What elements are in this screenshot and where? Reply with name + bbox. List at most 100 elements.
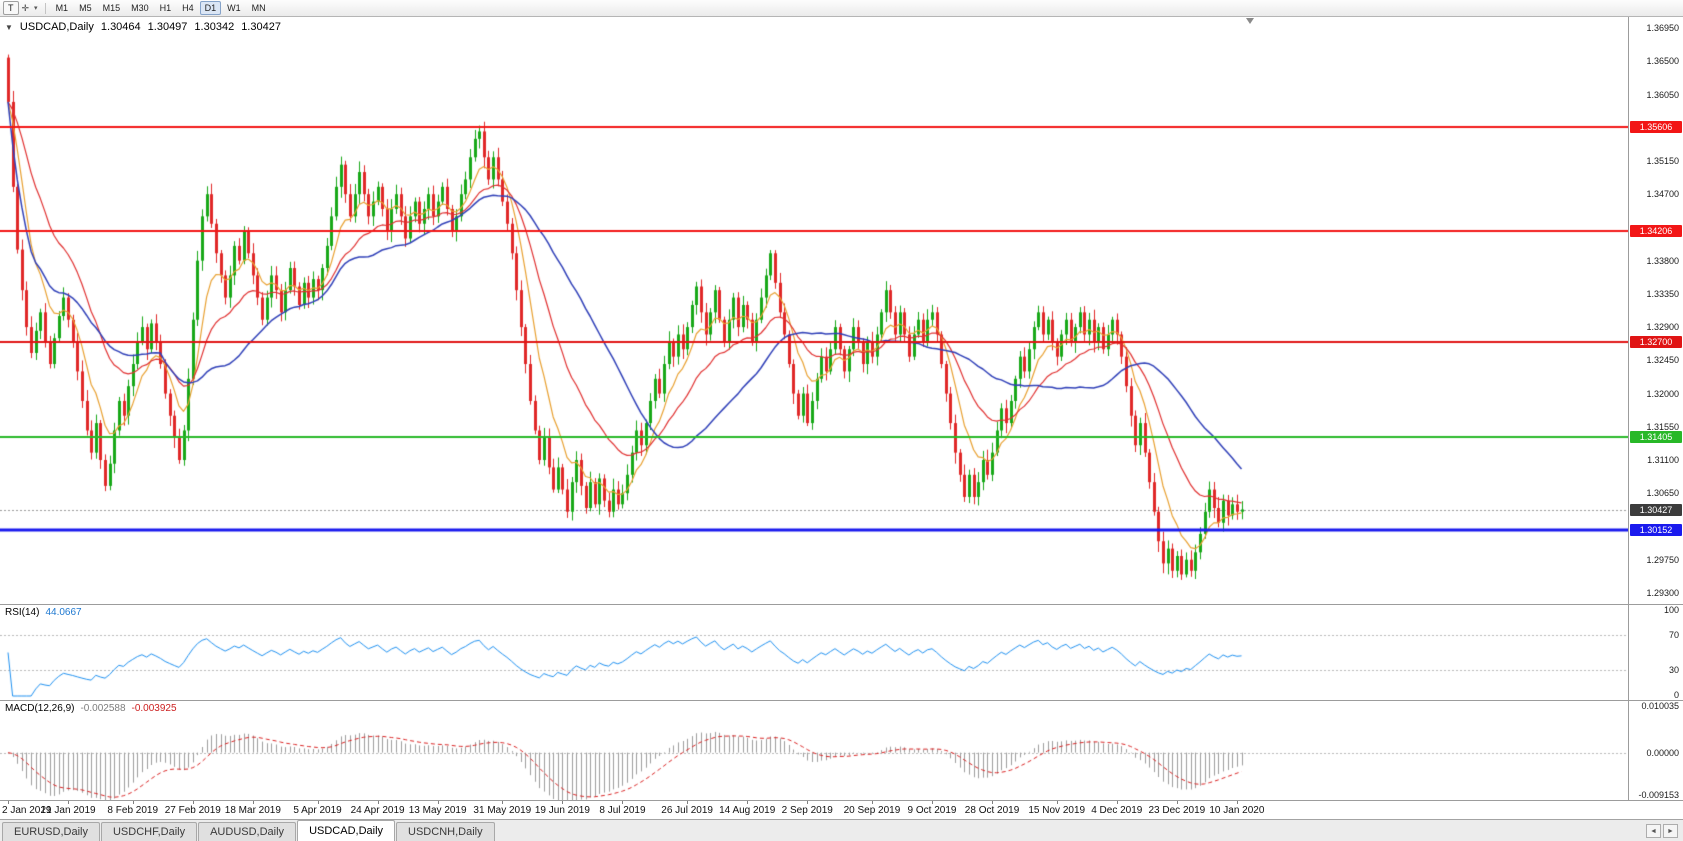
date-label: 10 Jan 2020: [1209, 805, 1265, 816]
macd-axis-label: -0.009153: [1638, 790, 1679, 800]
collapse-triangle-icon[interactable]: ▼: [5, 22, 13, 32]
macd-name: MACD(12,26,9): [5, 703, 75, 714]
price-axis-label: 1.31100: [1647, 455, 1679, 466]
macd-plot[interactable]: MACD(12,26,9) -0.002588 -0.003925: [0, 701, 1628, 800]
tab-audusd-daily[interactable]: AUDUSD,Daily: [198, 822, 297, 841]
date-label: 14 Aug 2019: [719, 805, 776, 816]
rsi-plot[interactable]: RSI(14) 44.0667: [0, 605, 1628, 700]
rsi-axis-label: 100: [1663, 605, 1679, 615]
date-label: 20 Sep 2019: [843, 805, 901, 816]
timeframe-button-m15[interactable]: M15: [102, 3, 121, 13]
date-label: 18 Mar 2019: [224, 805, 281, 816]
tab-usdcnh-daily[interactable]: USDCNH,Daily: [396, 822, 495, 841]
tab-usdchf-daily[interactable]: USDCHF,Daily: [100, 822, 198, 841]
date-tick: [687, 801, 688, 804]
rsi-axis-label: 30: [1668, 664, 1679, 675]
date-tick: [502, 801, 503, 804]
timeframe-button-m5[interactable]: M5: [79, 3, 92, 13]
macd-canvas[interactable]: [0, 701, 1628, 800]
date-label: 15 Nov 2019: [1028, 805, 1086, 816]
date-tick: [932, 801, 933, 804]
tabs-scroll-left-button[interactable]: ◄: [1646, 824, 1661, 838]
price-axis-label: 1.33800: [1646, 255, 1679, 266]
timeframe-button-h1[interactable]: H1: [159, 3, 172, 13]
macd-axis-label: 0.010035: [1641, 701, 1679, 711]
date-label: 21 Jan 2019: [40, 805, 96, 816]
main-chart-panel: ▼ USDCAD,Daily 1.30464 1.30497 1.30342 1…: [0, 17, 1683, 604]
rsi-axis[interactable]: 100 70 30 0: [1628, 605, 1683, 700]
chart-low-value: 1.30342: [194, 21, 235, 33]
rsi-canvas[interactable]: [0, 605, 1628, 700]
timeframe-button-w1[interactable]: W1: [227, 3, 241, 13]
price-axis-label: 1.31550: [1646, 421, 1679, 432]
timeframe-button-h4[interactable]: H4: [182, 3, 194, 13]
date-tick: [133, 801, 134, 804]
price-badge-1.35606: 1.35606: [1630, 121, 1682, 134]
date-tick: [318, 801, 319, 804]
tab-usdcad-daily[interactable]: USDCAD,Daily: [297, 820, 396, 841]
tool-dropdown-arrow-icon[interactable]: ▾: [34, 5, 38, 12]
date-tick: [562, 801, 563, 804]
toolbar-separator: [44, 2, 46, 14]
price-axis-label: 1.32900: [1646, 322, 1679, 333]
timeframe-button-d1[interactable]: D1: [199, 1, 222, 15]
time-axis[interactable]: 2 Jan 2019 21 Jan 2019 8 Feb 2019 27 Feb 20…: [0, 800, 1683, 819]
price-axis-label: 1.30650: [1646, 488, 1679, 499]
chart-ohlc-header: ▼ USDCAD,Daily 1.30464 1.30497 1.30342 1…: [5, 21, 281, 33]
rsi-panel: RSI(14) 44.0667 100 70 30 0: [0, 604, 1683, 700]
tab-eurusd-daily[interactable]: EURUSD,Daily: [2, 822, 100, 841]
timeframe-button-mn[interactable]: MN: [251, 3, 266, 13]
date-label: 31 May 2019: [473, 805, 532, 816]
date-tick: [1117, 801, 1118, 804]
date-label: 13 May 2019: [408, 805, 467, 816]
date-label: 19 Jun 2019: [534, 805, 590, 816]
rsi-value: 44.0667: [45, 607, 82, 618]
tabs-scroll-right-button[interactable]: ►: [1663, 824, 1678, 838]
date-tick: [622, 801, 623, 804]
tab-scroll-controls: ◄ ►: [1641, 824, 1683, 841]
price-axis-label: 1.36500: [1646, 56, 1679, 67]
price-axis-label: 1.33350: [1646, 288, 1679, 299]
main-chart-plot[interactable]: ▼ USDCAD,Daily 1.30464 1.30497 1.30342 1…: [0, 17, 1628, 604]
date-tick: [193, 801, 194, 804]
text-tool-button[interactable]: T: [3, 1, 19, 15]
chart-tab-bar: EURUSD,Daily USDCHF,Daily AUDUSD,Daily USDC…: [0, 819, 1683, 841]
price-axis-label: 1.36950: [1646, 23, 1679, 34]
chart-stack: ▼ USDCAD,Daily 1.30464 1.30497 1.30342 1…: [0, 17, 1683, 819]
date-label: 2 Sep 2019: [781, 805, 833, 816]
date-label: 28 Oct 2019: [964, 805, 1020, 816]
date-tick: [1057, 801, 1058, 804]
chart-close-value: 1.30427: [241, 21, 281, 33]
chart-shift-marker-icon[interactable]: [1245, 18, 1254, 24]
date-tick: [1177, 801, 1178, 804]
date-label: 8 Jul 2019: [599, 805, 646, 816]
chart-symbol-label: USDCAD,Daily: [19, 21, 94, 33]
timeframe-button-m1[interactable]: M1: [55, 3, 69, 13]
rsi-label: RSI(14) 44.0667: [5, 607, 82, 618]
date-label: 8 Feb 2019: [107, 805, 159, 816]
crosshair-tool-icon[interactable]: ✛: [21, 2, 30, 13]
timeframe-button-m30[interactable]: M30: [131, 3, 149, 13]
macd-axis[interactable]: 0.010035 0.00000 -0.009153: [1628, 701, 1683, 800]
date-tick: [378, 801, 379, 804]
date-tick: [872, 801, 873, 804]
date-tick: [992, 801, 993, 804]
date-label: 2 Jan 2019: [2, 805, 52, 816]
date-tick: [438, 801, 439, 804]
date-tick: [68, 801, 69, 804]
price-badge-1.34206: 1.34206: [1630, 224, 1682, 237]
date-label: 9 Oct 2019: [907, 805, 957, 816]
date-tick: [747, 801, 748, 804]
main-chart-canvas[interactable]: [0, 17, 1628, 604]
price-axis-label: 1.32000: [1646, 388, 1679, 399]
rsi-axis-label: 70: [1668, 630, 1679, 641]
price-badge-1.32700: 1.32700: [1630, 335, 1682, 348]
price-axis-label: 1.29750: [1646, 554, 1679, 565]
chart-open-value: 1.30464: [100, 21, 141, 33]
date-label: 24 Apr 2019: [350, 805, 405, 816]
price-axis-label: 1.29300: [1646, 587, 1679, 598]
chart-high-value: 1.30497: [147, 21, 188, 33]
macd-axis-label: 0.00000: [1646, 747, 1679, 758]
price-badge-1.31405: 1.31405: [1630, 431, 1682, 444]
price-axis[interactable]: 1.36950 1.36500 1.36050 1.35150 1.34700 1.338…: [1628, 17, 1683, 604]
